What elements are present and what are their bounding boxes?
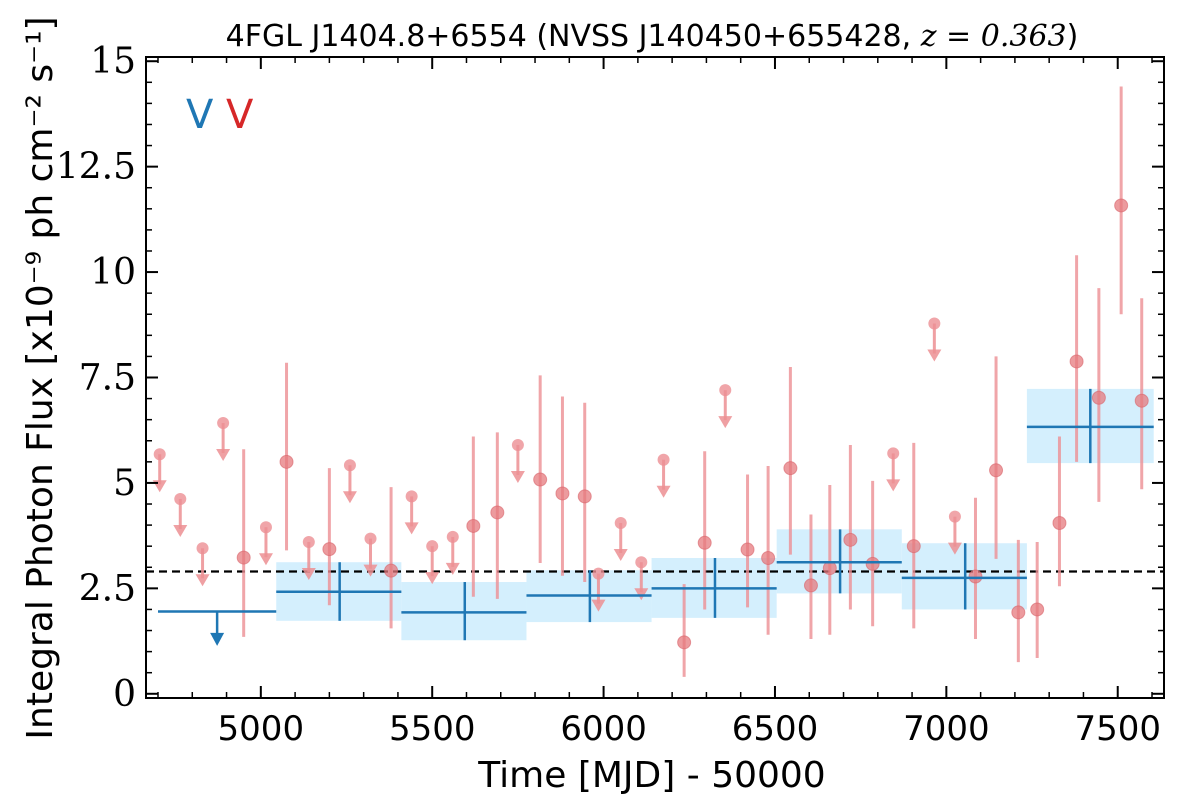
upper-limit-cap-5 bbox=[302, 535, 315, 548]
detection-point-19 bbox=[968, 569, 983, 584]
upper-limit-arrow-9 bbox=[425, 572, 440, 585]
detection-point-18 bbox=[906, 539, 921, 554]
detection-point-10 bbox=[697, 535, 712, 550]
detection-point-20 bbox=[989, 463, 1004, 478]
detection-point-16 bbox=[843, 532, 858, 547]
upper-limit-arrow-8 bbox=[404, 522, 419, 535]
detection-point-23 bbox=[1052, 515, 1067, 530]
detection-point-4 bbox=[466, 518, 481, 533]
y-tick-label-5: 12.5 bbox=[56, 147, 136, 188]
upper-limit-cap-4 bbox=[259, 521, 272, 534]
detection-point-8 bbox=[577, 489, 592, 504]
chart-title: 4FGL J1404.8+6554 (NVSS J140450+655428, … bbox=[226, 19, 1079, 54]
upper-limit-arrow-15 bbox=[656, 485, 671, 498]
upper-limit-cap-15 bbox=[657, 453, 670, 466]
upper-limit-arrow-16 bbox=[718, 416, 733, 429]
upper-limit-arrow-17 bbox=[886, 479, 901, 492]
detection-point-14 bbox=[803, 578, 818, 593]
y-tick-label-3: 7.5 bbox=[79, 358, 136, 399]
detection-point-3 bbox=[384, 563, 399, 578]
y-tick-label-1: 2.5 bbox=[79, 568, 136, 609]
x-tick-label-1: 5500 bbox=[389, 709, 476, 749]
variability-flag-red: V bbox=[226, 92, 254, 138]
variability-flag-blue: V bbox=[186, 92, 214, 138]
y-tick-label-6: 15 bbox=[90, 41, 136, 82]
upper-limit-arrow-7 bbox=[363, 564, 378, 577]
upper-limit-arrow-5 bbox=[301, 567, 316, 580]
x-axis-label: Time [MJD] - 50000 bbox=[477, 755, 825, 796]
tick-labels: 5000 5500 6000 6500 7000 7500 0 2.5 5 7.5 10 12.5 15 bbox=[56, 41, 1161, 749]
upper-limit-cap-17 bbox=[887, 447, 900, 460]
upper-limit-cap-7 bbox=[364, 532, 377, 545]
upper-limit-cap-19 bbox=[948, 510, 961, 523]
detection-point-25 bbox=[1091, 390, 1106, 405]
upper-limit-arrow-19 bbox=[947, 542, 962, 555]
detection-point-7 bbox=[555, 486, 570, 501]
detection-point-22 bbox=[1030, 602, 1045, 617]
monthly-flux-points bbox=[152, 86, 1149, 677]
upper-limit-arrow-11 bbox=[510, 470, 525, 483]
upper-limit-arrow-18 bbox=[927, 349, 942, 362]
upper-limit-cap-18 bbox=[928, 317, 941, 330]
upper-limit-arrow-4 bbox=[258, 553, 273, 566]
upper-limit-cap-16 bbox=[719, 384, 732, 397]
detection-point-6 bbox=[533, 472, 548, 487]
detection-point-17 bbox=[865, 556, 880, 571]
upper-limit-cap-10 bbox=[446, 530, 459, 543]
y-tick-label-2: 5 bbox=[113, 463, 136, 504]
upper-limit-cap-11 bbox=[511, 438, 524, 451]
upper-limit-cap-1 bbox=[174, 492, 187, 505]
x-tick-label-0: 5000 bbox=[218, 709, 305, 749]
y-tick-label-4: 10 bbox=[90, 252, 136, 293]
detection-point-13 bbox=[783, 461, 798, 476]
upper-limit-cap-12 bbox=[592, 567, 605, 580]
upper-limit-cap-6 bbox=[343, 459, 356, 472]
upper-limit-cap-9 bbox=[426, 540, 439, 553]
detection-point-26 bbox=[1114, 198, 1129, 213]
detection-point-1 bbox=[279, 454, 294, 469]
detection-point-5 bbox=[490, 505, 505, 520]
upper-limit-arrow-1 bbox=[173, 524, 188, 537]
y-axis-label: Integral Photon Flux [x10⁻⁹ ph cm⁻² s⁻¹] bbox=[20, 16, 61, 739]
detection-point-15 bbox=[822, 561, 837, 576]
x-tick-label-4: 7000 bbox=[903, 709, 990, 749]
detection-point-9 bbox=[677, 635, 692, 650]
upper-limit-cap-2 bbox=[196, 542, 209, 555]
upper-limit-arrow-12 bbox=[591, 599, 606, 612]
upper-limit-cap-14 bbox=[635, 556, 648, 569]
upper-limit-arrow-3 bbox=[216, 449, 231, 462]
x-tick-label-5: 7500 bbox=[1074, 709, 1161, 749]
upper-limit-cap-0 bbox=[153, 448, 166, 461]
upper-limit-arrow-6 bbox=[342, 491, 357, 504]
detection-point-0 bbox=[236, 550, 251, 565]
detection-point-2 bbox=[322, 542, 337, 557]
upper-limit-cap-13 bbox=[614, 516, 627, 529]
binned-flux-points bbox=[157, 388, 1154, 646]
detection-point-11 bbox=[740, 542, 755, 557]
detection-point-12 bbox=[761, 550, 776, 565]
binned-upper-limit-arrow-0 bbox=[210, 632, 225, 646]
upper-limit-arrow-13 bbox=[613, 548, 628, 561]
x-tick-label-2: 6000 bbox=[560, 709, 647, 749]
upper-limit-cap-3 bbox=[217, 417, 230, 430]
detection-point-21 bbox=[1011, 605, 1026, 620]
upper-limit-cap-8 bbox=[405, 490, 418, 503]
x-tick-label-3: 6500 bbox=[732, 709, 819, 749]
detection-point-27 bbox=[1134, 393, 1149, 408]
upper-limit-arrow-14 bbox=[634, 588, 649, 601]
upper-limit-arrow-10 bbox=[445, 562, 460, 575]
upper-limit-arrow-2 bbox=[195, 574, 210, 587]
detection-point-24 bbox=[1069, 354, 1084, 369]
axis-ticks bbox=[146, 57, 1164, 698]
y-tick-label-0: 0 bbox=[113, 674, 136, 715]
